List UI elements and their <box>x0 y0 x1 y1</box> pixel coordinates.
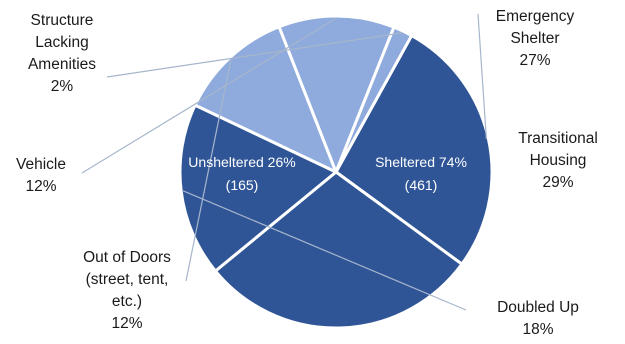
slice-percent: 12% <box>111 315 142 332</box>
pie-slice-doubled-up <box>178 103 338 273</box>
pie-slices <box>178 14 494 330</box>
slice-percent: 12% <box>25 178 56 195</box>
leader-line-4 <box>81 17 337 174</box>
slice-label-5: Structure Lacking Amenities 2% <box>28 12 96 95</box>
unsheltered-group-label: Unsheltered 26% <box>188 154 295 170</box>
leader-line-3 <box>185 59 232 282</box>
slice-label-1: Transitional Housing 29% <box>518 130 598 191</box>
slice-label-line: Amenities <box>28 56 96 73</box>
slice-percent: 2% <box>51 78 74 95</box>
slice-percent: 27% <box>519 52 550 69</box>
slice-label-line: Vehicle <box>16 156 66 173</box>
pie-slice-structure-lacking-amenities <box>334 25 414 174</box>
slice-percent: 18% <box>522 321 553 338</box>
leader-line-0 <box>477 13 487 139</box>
slice-label-line: Shelter <box>510 30 559 47</box>
slice-label-line: Housing <box>530 152 587 169</box>
slice-label-2: Doubled Up 18% <box>497 299 579 338</box>
slice-label-4: Vehicle 12% <box>16 156 66 195</box>
slice-label-line: (street, tent, <box>86 271 169 288</box>
slice-label-line: etc.) <box>112 293 142 310</box>
unsheltered-group-count: (165) <box>226 177 259 193</box>
pie-slice-emergency-shelter <box>334 34 494 266</box>
slice-label-line: Out of Doors <box>83 249 171 266</box>
pie-slice-transitional-housing <box>213 170 464 330</box>
slice-label-line: Doubled Up <box>497 299 579 316</box>
sheltered-group-count: (461) <box>405 177 438 193</box>
leader-line-5 <box>106 32 403 78</box>
leader-lines <box>81 13 487 311</box>
slice-labels: Emergency Shelter 27% Transitional Housing 29… <box>16 8 598 338</box>
slice-label-line: Structure <box>31 12 94 29</box>
sheltered-group-label: Sheltered 74% <box>375 154 467 170</box>
pie-slice-vehicle <box>277 14 396 174</box>
slice-label-line: Emergency <box>496 8 575 25</box>
slice-label-3: Out of Doors (street, tent, etc.) 12% <box>83 249 171 332</box>
slice-percent: 29% <box>542 174 573 191</box>
group-labels: Sheltered 74% (461) Unsheltered 26% (165… <box>188 154 467 193</box>
leader-line-2 <box>182 190 467 311</box>
slice-label-line: Lacking <box>35 34 88 51</box>
slice-label-0: Emergency Shelter 27% <box>496 8 575 69</box>
slice-label-line: Transitional <box>518 130 598 147</box>
